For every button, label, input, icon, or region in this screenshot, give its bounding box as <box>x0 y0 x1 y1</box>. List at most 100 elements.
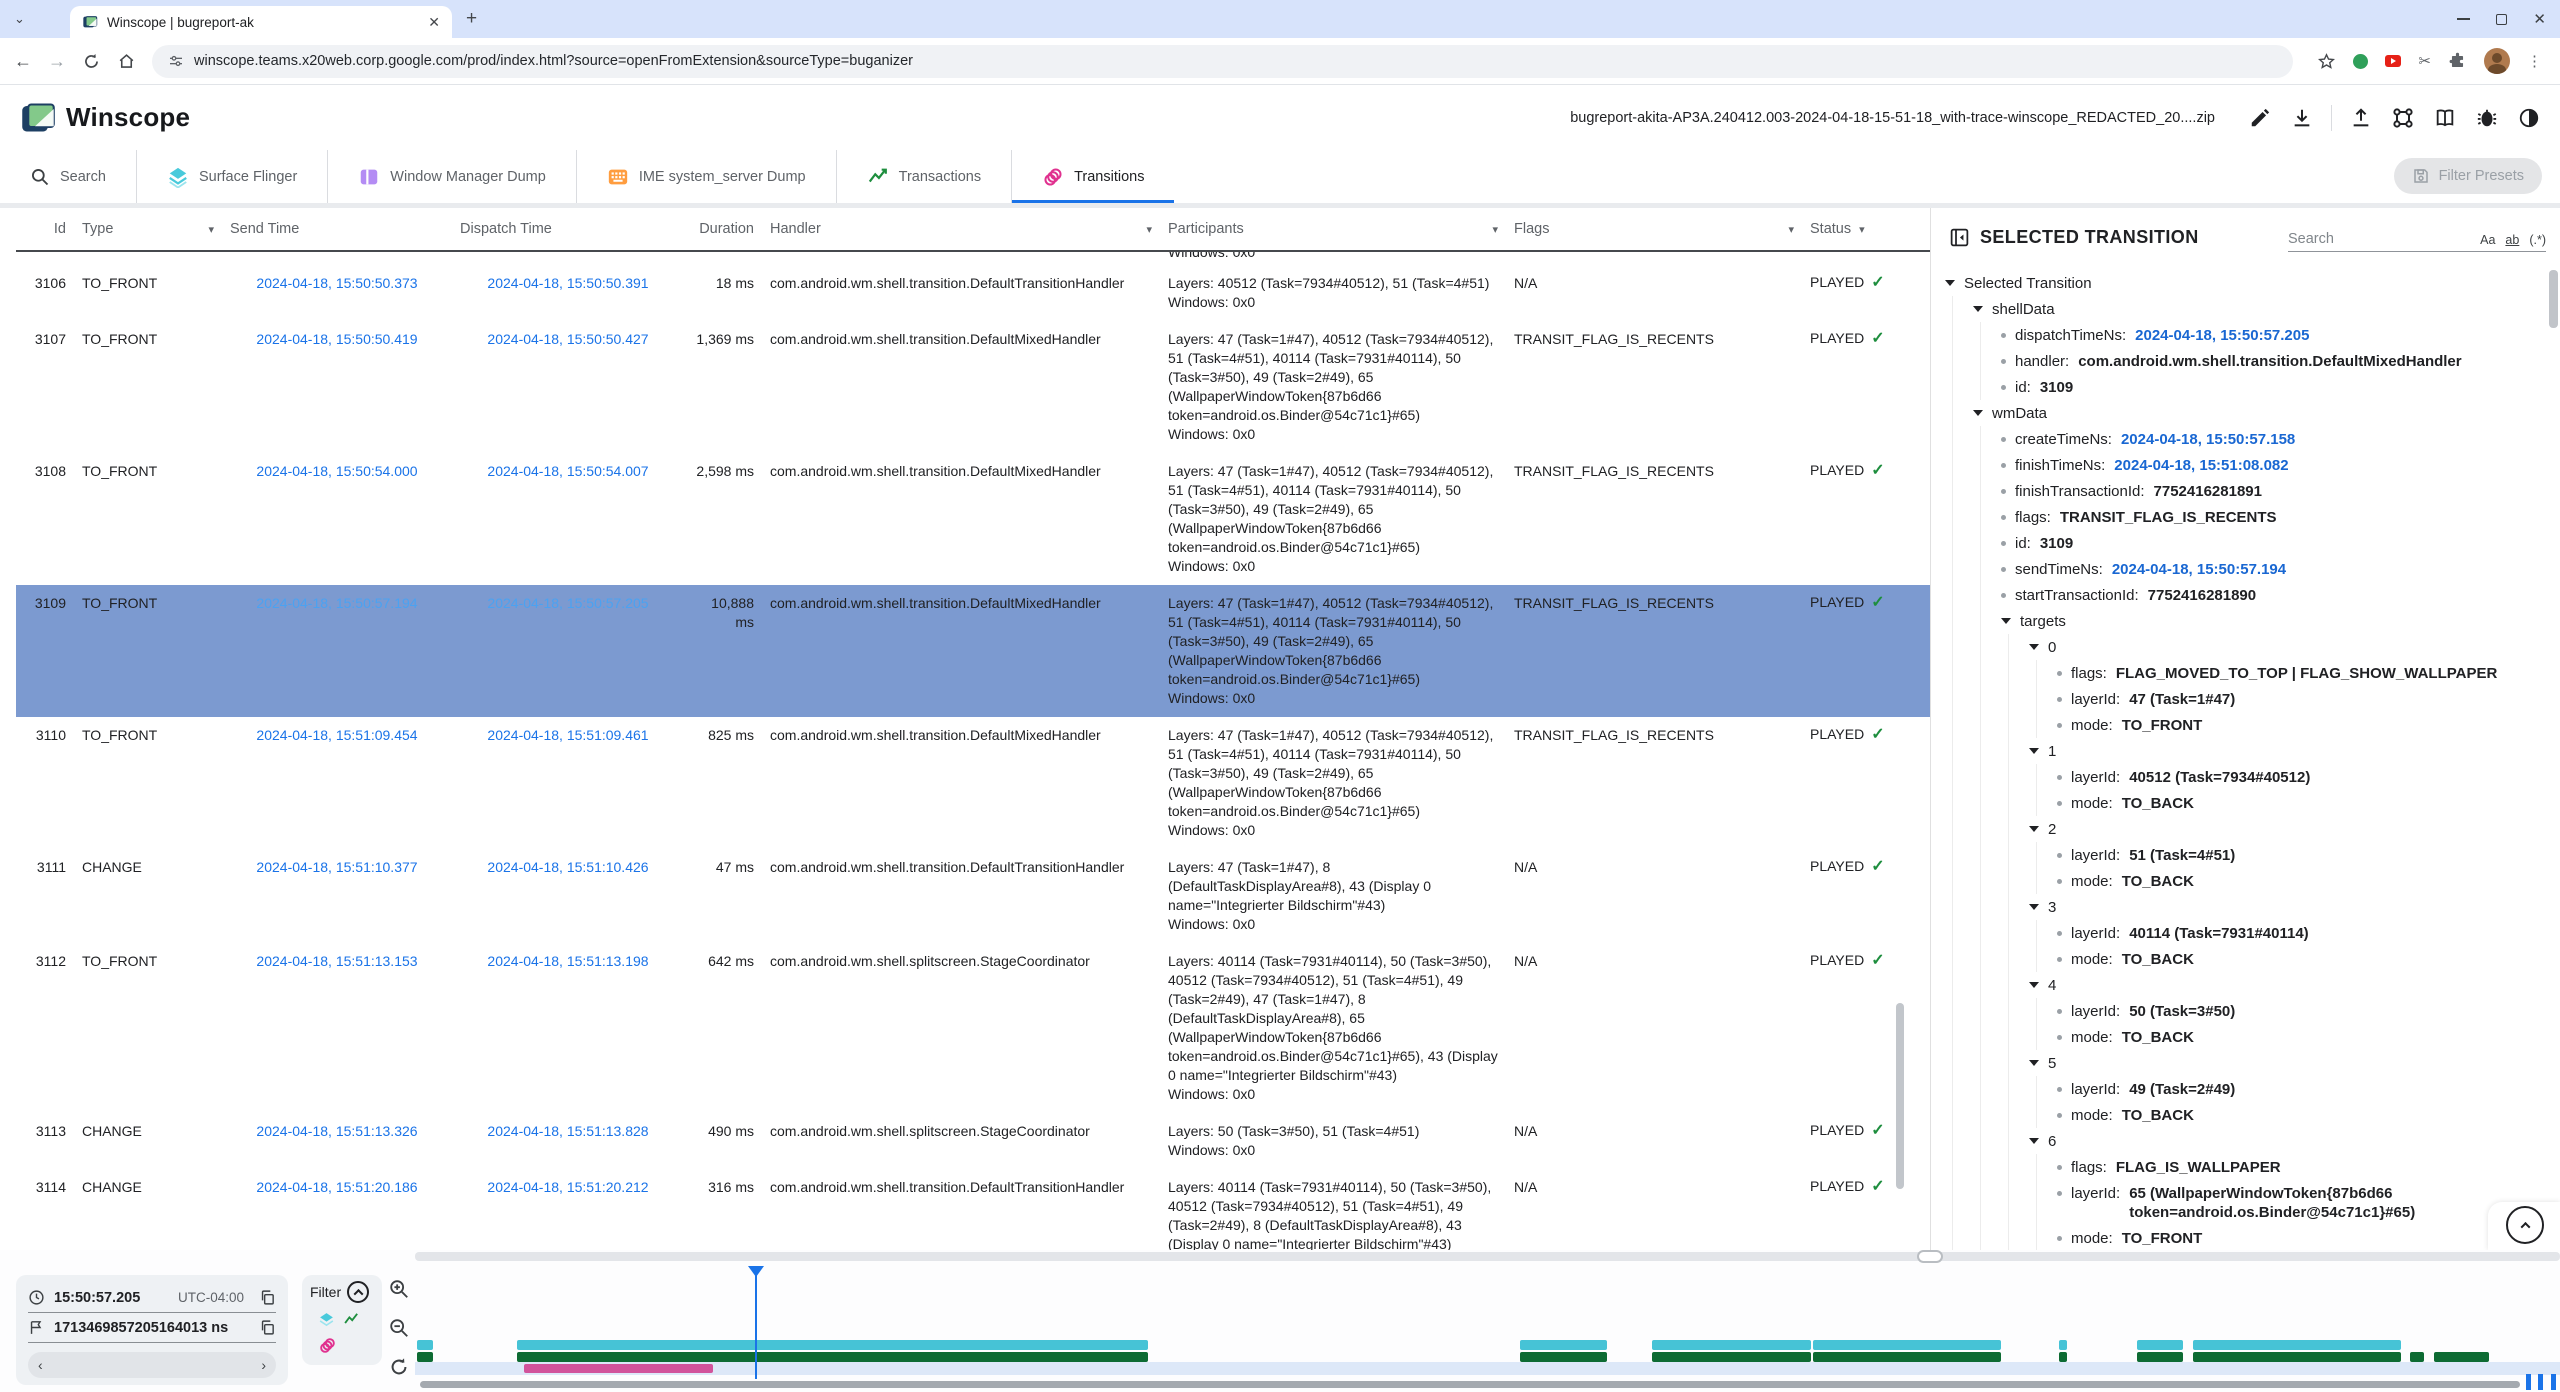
property-value[interactable]: 2024-04-18, 15:50:57.194 <box>2111 560 2287 578</box>
cell-send-time[interactable]: 2024-04-18, 15:50:50.373 <box>256 275 418 291</box>
timeline-marker[interactable] <box>2538 1374 2543 1390</box>
window-minimize-icon[interactable] <box>2457 18 2471 20</box>
transactions-segment[interactable] <box>2059 1352 2067 1362</box>
col-header-send-time[interactable]: Send Time <box>230 221 300 237</box>
clock-time-field[interactable]: 15:50:57.205 UTC-04:00 <box>28 1283 276 1313</box>
cell-send-time[interactable]: 2024-04-18, 15:51:10.377 <box>256 859 418 875</box>
col-header-dispatch-time[interactable]: Dispatch Time <box>460 221 552 237</box>
window-maximize-icon[interactable] <box>2496 13 2508 25</box>
trim-slider-handle[interactable] <box>1917 1250 1943 1263</box>
table-row[interactable]: 3111 CHANGE 2024-04-18, 15:51:10.377 2024-0… <box>16 849 1930 943</box>
collapse-arrow-icon[interactable] <box>2029 644 2039 650</box>
tab-search[interactable]: Search <box>16 150 137 203</box>
table-row-clipped[interactable]: Windows: 0x0 <box>16 252 1930 265</box>
copy-icon[interactable] <box>259 1289 276 1306</box>
report-bug-icon[interactable] <box>2474 105 2500 131</box>
transactions-chart-icon[interactable] <box>343 1311 360 1328</box>
transitions-track-band[interactable] <box>415 1362 2560 1375</box>
cell-dispatch-time[interactable]: 2024-04-18, 15:51:09.461 <box>487 727 649 743</box>
window-close-icon[interactable]: ✕ <box>2533 10 2546 28</box>
collapse-arrow-icon[interactable] <box>2029 1060 2039 1066</box>
transactions-segment[interactable] <box>2410 1352 2424 1362</box>
timeline-marker[interactable] <box>2551 1374 2556 1390</box>
shortcuts-icon[interactable] <box>2390 105 2416 131</box>
surface-flinger-segment[interactable] <box>1520 1340 1607 1350</box>
download-icon[interactable] <box>2289 105 2315 131</box>
table-row[interactable]: 3106 TO_FRONT 2024-04-18, 15:50:50.373 2024… <box>16 265 1930 321</box>
bookmark-star-icon[interactable] <box>2317 52 2336 71</box>
col-header-participants[interactable]: Participants ▾ <box>1168 221 1498 237</box>
cell-send-time[interactable]: 2024-04-18, 15:50:57.194 <box>256 595 418 611</box>
tab-transitions[interactable]: Transitions <box>1012 150 1175 203</box>
cell-dispatch-time[interactable]: 2024-04-18, 15:51:10.426 <box>487 859 649 875</box>
prev-entry-icon[interactable]: ‹ <box>38 1357 43 1373</box>
browser-tab[interactable]: Winscope | bugreport-ak ✕ <box>70 6 452 38</box>
url-bar[interactable]: winscope.teams.x20web.corp.google.com/pr… <box>152 44 2294 78</box>
transactions-segment[interactable] <box>1813 1352 2001 1362</box>
back-icon[interactable]: ← <box>14 50 32 71</box>
table-row[interactable]: 3114 CHANGE 2024-04-18, 15:51:20.186 2024-0… <box>16 1169 1930 1250</box>
tree-node[interactable]: Selected Transition <box>1945 270 2550 296</box>
cell-send-time[interactable]: 2024-04-18, 15:51:20.186 <box>256 1179 418 1195</box>
whole-word-icon[interactable]: ab <box>2505 232 2520 247</box>
filter-presets-button[interactable]: Filter Presets <box>2393 158 2542 194</box>
transactions-segment[interactable] <box>1652 1352 1811 1362</box>
col-header-handler[interactable]: Handler ▾ <box>770 221 1152 237</box>
tree-node[interactable]: 3 <box>2029 894 2550 920</box>
cell-send-time[interactable]: 2024-04-18, 15:51:09.454 <box>256 727 418 743</box>
browser-menu-icon[interactable]: ⋮ <box>2527 53 2542 70</box>
filter-chevron-icon[interactable]: ▾ <box>1788 223 1794 236</box>
transactions-segment[interactable] <box>1520 1352 1607 1362</box>
property-value[interactable]: 2024-04-18, 15:51:08.082 <box>2114 456 2289 474</box>
collapse-arrow-icon[interactable] <box>2029 826 2039 832</box>
cell-dispatch-time[interactable]: 2024-04-18, 15:50:50.391 <box>487 275 649 291</box>
transactions-segment[interactable] <box>2193 1352 2401 1362</box>
reset-zoom-icon[interactable] <box>388 1356 410 1378</box>
cell-send-time[interactable]: 2024-04-18, 15:51:13.326 <box>256 1123 418 1139</box>
table-scrollbar[interactable] <box>1896 1003 1904 1189</box>
timeline-trim-slider[interactable] <box>415 1252 2560 1261</box>
transactions-segment[interactable] <box>517 1352 1148 1362</box>
collapse-arrow-icon[interactable] <box>1945 280 1955 286</box>
forward-icon[interactable]: → <box>48 50 66 71</box>
upload-icon[interactable] <box>2348 105 2374 131</box>
col-header-flags[interactable]: Flags ▾ <box>1514 221 1794 237</box>
ns-time-field[interactable]: 1713469857205164013 ns <box>28 1313 276 1343</box>
transactions-segment[interactable] <box>2434 1352 2489 1362</box>
edit-icon[interactable] <box>2247 105 2273 131</box>
new-tab-icon[interactable]: + <box>466 8 478 29</box>
tab-window-manager-dump[interactable]: Window Manager Dump <box>328 150 577 203</box>
filter-chevron-icon[interactable]: ▾ <box>1859 223 1865 236</box>
tab-close-icon[interactable]: ✕ <box>428 13 440 30</box>
extension-scissors-icon[interactable]: ✂ <box>2418 53 2431 70</box>
transactions-segment[interactable] <box>417 1352 433 1362</box>
surface-flinger-segment[interactable] <box>417 1340 433 1350</box>
tree-node[interactable]: 5 <box>2029 1050 2550 1076</box>
collapse-arrow-icon[interactable] <box>2001 618 2011 624</box>
timeline-marker[interactable] <box>2526 1374 2531 1390</box>
zoom-out-icon[interactable] <box>388 1317 410 1339</box>
filter-chevron-icon[interactable]: ▾ <box>208 223 214 236</box>
tree-node[interactable]: 0 <box>2029 634 2550 660</box>
match-case-icon[interactable]: Aa <box>2480 232 2496 247</box>
tab-transactions[interactable]: Transactions <box>837 150 1013 203</box>
cell-dispatch-time[interactable]: 2024-04-18, 15:51:20.212 <box>487 1179 649 1195</box>
transitions-icon[interactable] <box>318 1336 337 1355</box>
collapse-arrow-icon[interactable] <box>2029 904 2039 910</box>
collapse-arrow-icon[interactable] <box>2029 748 2039 754</box>
copy-icon[interactable] <box>259 1319 276 1336</box>
scroll-to-top-button[interactable] <box>2506 1206 2544 1244</box>
table-row[interactable]: 3110 TO_FRONT 2024-04-18, 15:51:09.454 2024… <box>16 717 1930 849</box>
search-input[interactable] <box>2288 230 2428 247</box>
cell-dispatch-time[interactable]: 2024-04-18, 15:50:57.205 <box>487 595 649 611</box>
cell-send-time[interactable]: 2024-04-18, 15:50:54.000 <box>256 463 418 479</box>
tree-node[interactable]: 6 <box>2029 1128 2550 1154</box>
table-row[interactable]: 3108 TO_FRONT 2024-04-18, 15:50:54.000 2024… <box>16 453 1930 585</box>
tab-search-icon[interactable]: ⌄ <box>14 11 25 26</box>
col-header-type[interactable]: Type ▾ <box>82 221 214 237</box>
cell-send-time[interactable]: 2024-04-18, 15:51:13.153 <box>256 953 418 969</box>
home-icon[interactable] <box>117 52 136 71</box>
timeline-scrollbar[interactable] <box>420 1381 2520 1388</box>
surface-flinger-segment[interactable] <box>1652 1340 1811 1350</box>
site-info-icon[interactable] <box>168 53 184 69</box>
